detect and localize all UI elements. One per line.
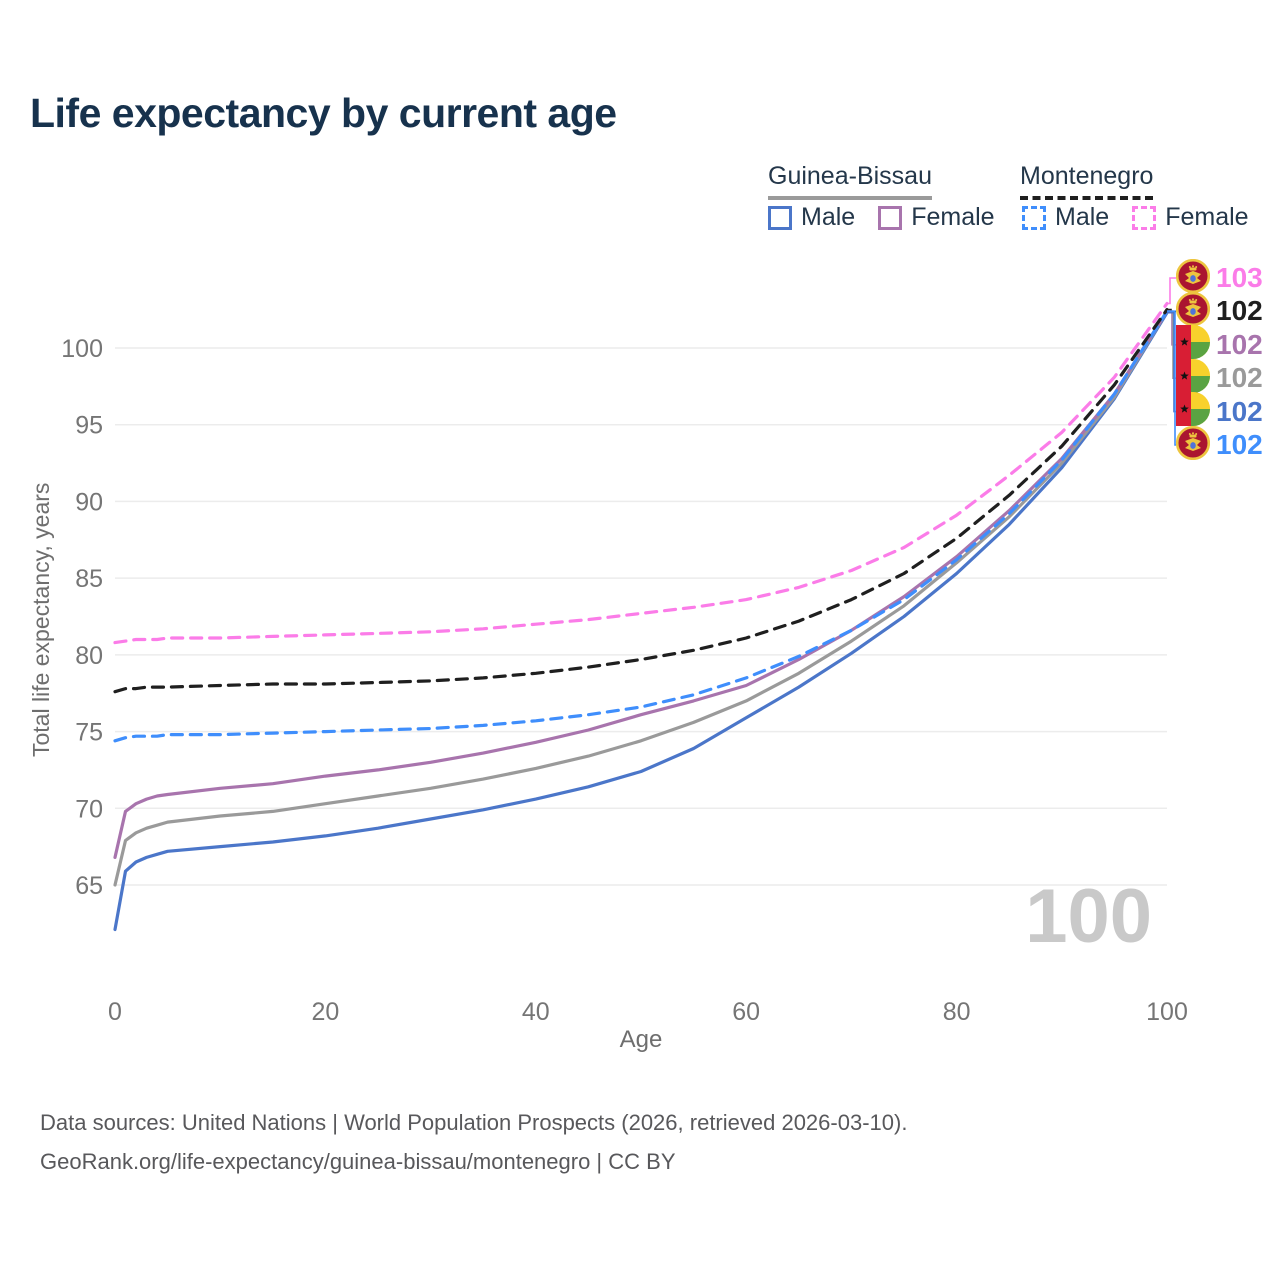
y-tick-label: 85 — [75, 565, 103, 593]
series-end-value: 102 — [1216, 295, 1263, 327]
legend-group-guinea-bissau: Guinea-Bissau — [768, 162, 932, 200]
series-end-value: 103 — [1216, 262, 1263, 293]
x-tick-label: 40 — [522, 998, 550, 1026]
series-end-label: 102 — [1175, 425, 1263, 465]
x-tick-label: 0 — [108, 998, 122, 1026]
series-end-value: 102 — [1216, 395, 1263, 427]
legend-swatch-gnb-female — [878, 205, 903, 230]
series-mne_male — [113, 309, 1169, 743]
legend-label-mne-male: Male — [1055, 203, 1110, 231]
series-end-value: 102 — [1216, 328, 1263, 360]
series-end-value: 102 — [1216, 362, 1263, 394]
legend-country-guinea-bissau: Guinea-Bissau — [768, 162, 932, 200]
series-end-label: 103 — [1175, 258, 1263, 298]
legend-label-gnb-male: Male — [801, 203, 856, 231]
leader-line — [1167, 277, 1176, 305]
leader-line — [1167, 310, 1176, 446]
montenegro-flag-icon — [1175, 258, 1211, 298]
age-indicator-watermark: 100 — [1025, 874, 1152, 959]
legend-swatch-mne-male — [1022, 205, 1046, 230]
page-title: Life expectancy by current age — [30, 90, 617, 136]
legend-group-montenegro: Montenegro — [1020, 162, 1154, 200]
y-tick-label: 100 — [61, 335, 103, 363]
y-tick-label: 90 — [75, 488, 103, 516]
guinea-bissau-flag-icon — [1176, 358, 1210, 398]
x-tick-label: 80 — [943, 998, 971, 1026]
series-mne_total — [113, 308, 1169, 694]
series-gnb_female — [113, 309, 1169, 860]
y-tick-label: 70 — [75, 795, 103, 823]
y-tick-label: 75 — [75, 719, 103, 747]
attribution-text: GeoRank.org/life-expectancy/guinea-bissa… — [40, 1149, 676, 1174]
series-end-label: 102 — [1176, 325, 1263, 364]
series-gnb_male — [113, 311, 1169, 932]
legend-label-gnb-female: Female — [911, 203, 995, 231]
y-tick-label: 80 — [75, 642, 103, 670]
legend-items-montenegro: Male Female — [1022, 203, 1263, 232]
legend-swatch-gnb-male — [768, 205, 792, 230]
x-tick-label: 100 — [1146, 998, 1188, 1026]
series-mne_female — [113, 301, 1169, 645]
montenegro-flag-icon — [1175, 291, 1211, 331]
legend-label-mne-female: Female — [1165, 203, 1249, 231]
montenegro-flag-icon — [1175, 425, 1211, 465]
x-tick-label: 20 — [311, 998, 339, 1026]
series-end-label: 102 — [1176, 392, 1263, 431]
y-tick-label: 65 — [75, 872, 103, 900]
series-end-value: 102 — [1216, 429, 1263, 460]
x-tick-label: 60 — [732, 998, 760, 1026]
guinea-bissau-flag-icon — [1176, 325, 1210, 364]
guinea-bissau-flag-icon — [1176, 392, 1210, 431]
series-end-label: 102 — [1176, 358, 1263, 398]
legend-country-montenegro: Montenegro — [1020, 162, 1154, 200]
series-gnb_total — [113, 309, 1169, 887]
y-tick-label: 95 — [75, 412, 103, 440]
legend-swatch-mne-female — [1132, 205, 1157, 230]
x-axis-title: Age — [619, 1026, 663, 1053]
series-end-label: 102 — [1175, 291, 1263, 331]
data-sources-text: Data sources: United Nations | World Pop… — [40, 1110, 908, 1135]
legend-items-guinea-bissau: Male Female — [768, 203, 1009, 232]
